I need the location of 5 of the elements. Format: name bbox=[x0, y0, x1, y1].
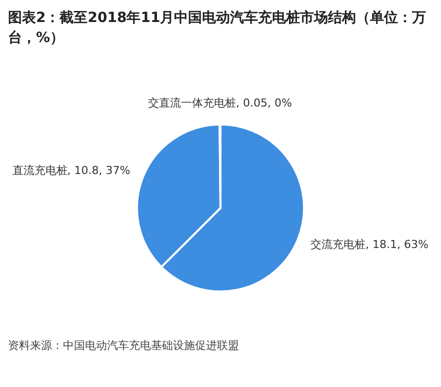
text: 资料来源：中国电动汽车充电基础设施促进联盟 bbox=[8, 338, 240, 353]
slice-label: 交流充电桩, 18.1, 63% bbox=[310, 238, 428, 252]
slice-label: 直流充电桩, 10.8, 37% bbox=[12, 164, 130, 177]
chart-title: 图表2：截至2018年11月中国电动汽车充电桩市场结构（单位：万台，%） bbox=[8, 8, 428, 48]
slice-label: 交直流一体充电桩, 0.05, 0% bbox=[148, 96, 292, 110]
